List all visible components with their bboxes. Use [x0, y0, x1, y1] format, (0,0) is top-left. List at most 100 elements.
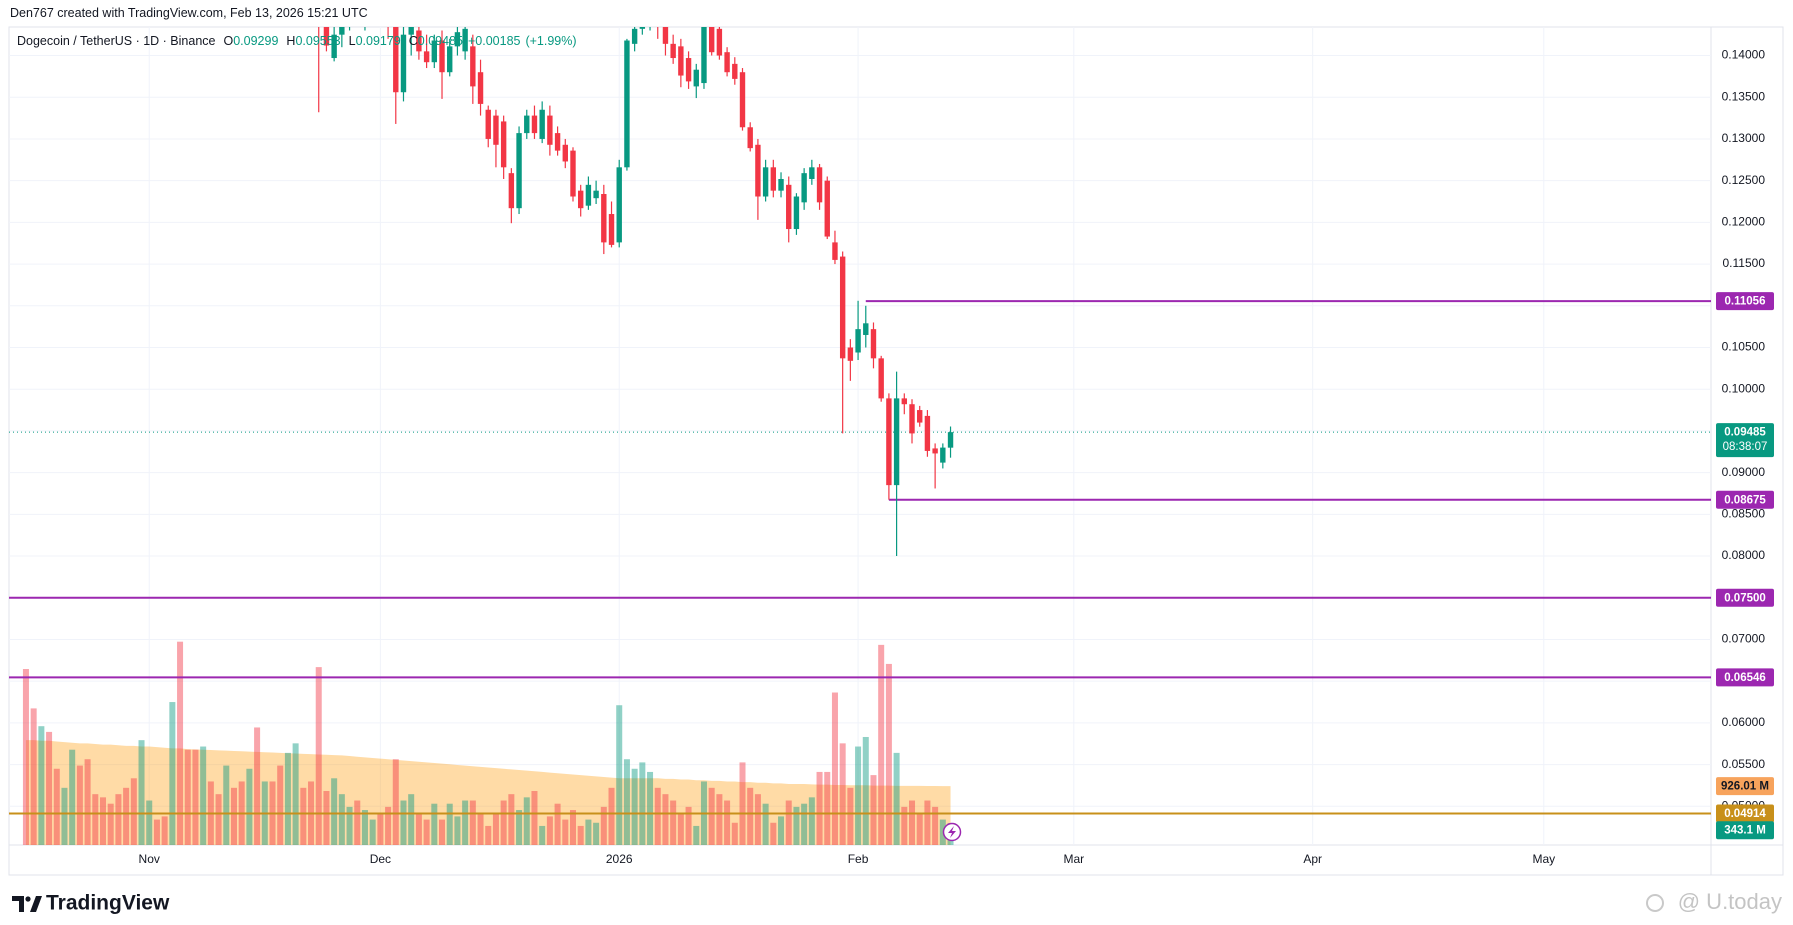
y-tick-label: 0.13000	[1722, 131, 1766, 145]
volume-bar	[508, 794, 515, 845]
volume-bar	[716, 794, 723, 845]
volume-bar	[600, 806, 607, 845]
candle-body	[462, 28, 468, 52]
volume-bar	[739, 762, 746, 845]
volume-bar	[53, 768, 60, 845]
volume-bar	[300, 787, 307, 845]
candle-body	[732, 63, 738, 79]
volume-bar	[608, 787, 615, 845]
candle-body	[554, 133, 561, 151]
watermark: @ U.today	[1646, 889, 1782, 914]
volume-bar	[824, 771, 831, 845]
volume-bar	[76, 765, 83, 845]
legend-key: O	[223, 34, 234, 48]
legend-key: H	[286, 34, 296, 48]
candle-body	[909, 404, 915, 434]
volume-bar	[747, 787, 754, 845]
volume-bar	[647, 771, 654, 845]
volume-bar	[909, 800, 916, 845]
legend-value: 0.09553	[295, 34, 341, 48]
y-tick-label: 0.08000	[1722, 548, 1766, 562]
volume-bar	[885, 663, 892, 845]
candle-body	[739, 72, 746, 128]
candle-body	[932, 448, 938, 454]
countdown: 08:38:07	[1723, 441, 1768, 453]
candle-body	[747, 127, 753, 149]
candle-body	[493, 115, 499, 145]
volume-bar	[870, 775, 877, 845]
candle-body	[547, 115, 553, 145]
volume-bar	[839, 743, 846, 845]
candle-body	[940, 447, 946, 463]
price-labels: 0.11056 0.08675 0.07500 0.06546 0.04914 0.094…	[1716, 292, 1774, 840]
volume-ma-label: 926.01 M	[1721, 781, 1769, 793]
volume-bar	[616, 705, 623, 845]
candle-body	[847, 347, 854, 361]
volume-bar	[808, 797, 815, 845]
volume-bar	[562, 819, 569, 845]
candle-body	[500, 121, 507, 168]
volume-bar	[708, 787, 715, 845]
volume-bar	[639, 762, 646, 845]
volume-bar	[123, 787, 130, 845]
volume-bar	[485, 825, 492, 845]
volume-bar	[577, 825, 584, 845]
candle-body	[400, 34, 407, 93]
volume-bar	[785, 800, 792, 845]
volume-bar	[423, 819, 430, 845]
y-tick-label: 0.12500	[1722, 173, 1766, 187]
volume-bar	[400, 800, 407, 845]
candle-body	[385, 5, 390, 22]
candle-body	[685, 58, 692, 82]
volume-bar	[623, 759, 630, 845]
symbol: Dogecoin / TetherUS · 1D · Binance	[17, 34, 216, 48]
volume-bar	[847, 787, 854, 845]
volume-bar	[724, 800, 731, 845]
legend-change-pct: (+1.99%)	[525, 34, 577, 48]
candle-body	[762, 167, 769, 197]
x-tick-label: Mar	[1063, 852, 1084, 866]
level-label: 0.06546	[1724, 672, 1766, 684]
level-label-box	[1716, 588, 1774, 607]
y-tick-label: 0.07000	[1722, 632, 1766, 646]
volume-bar	[246, 768, 253, 845]
candle-body	[378, 0, 383, 5]
volume-bar	[331, 778, 338, 845]
candle-body	[778, 178, 784, 191]
volume-bar	[593, 822, 600, 845]
volume-bar	[107, 803, 114, 845]
legend-key: L	[348, 34, 356, 48]
candle-body	[393, 27, 399, 93]
watermark-text: @ U.today	[1678, 889, 1782, 914]
volume-bar	[500, 800, 507, 845]
volume-ma-area	[25, 740, 951, 845]
volume-bar	[631, 768, 638, 845]
volume-bar	[200, 746, 207, 845]
candle-body	[485, 109, 491, 139]
volume-bar	[477, 813, 484, 845]
candle-body	[508, 173, 515, 209]
volume-bar	[161, 816, 168, 845]
volume-bar	[130, 778, 137, 845]
volume-bar	[670, 800, 677, 845]
volume-bar	[292, 743, 299, 845]
volume-bar	[816, 771, 823, 845]
x-tick-label: Feb	[848, 852, 869, 866]
candle-body	[701, 27, 707, 84]
volume-bar	[354, 800, 361, 845]
volume-bar	[192, 749, 199, 845]
candle-body	[416, 30, 422, 52]
candle-body	[624, 40, 630, 168]
volume-bar	[61, 787, 68, 845]
y-tick-label: 0.12000	[1722, 215, 1766, 229]
candle-body	[562, 144, 568, 162]
volume-bar	[539, 825, 546, 845]
candle-body	[839, 256, 846, 359]
levels	[9, 300, 1711, 815]
brand: TradingView	[46, 892, 170, 915]
candle-body	[439, 40, 445, 73]
candle-body	[454, 32, 461, 47]
volume-bar	[215, 794, 222, 845]
x-tick-label: Apr	[1303, 852, 1322, 866]
